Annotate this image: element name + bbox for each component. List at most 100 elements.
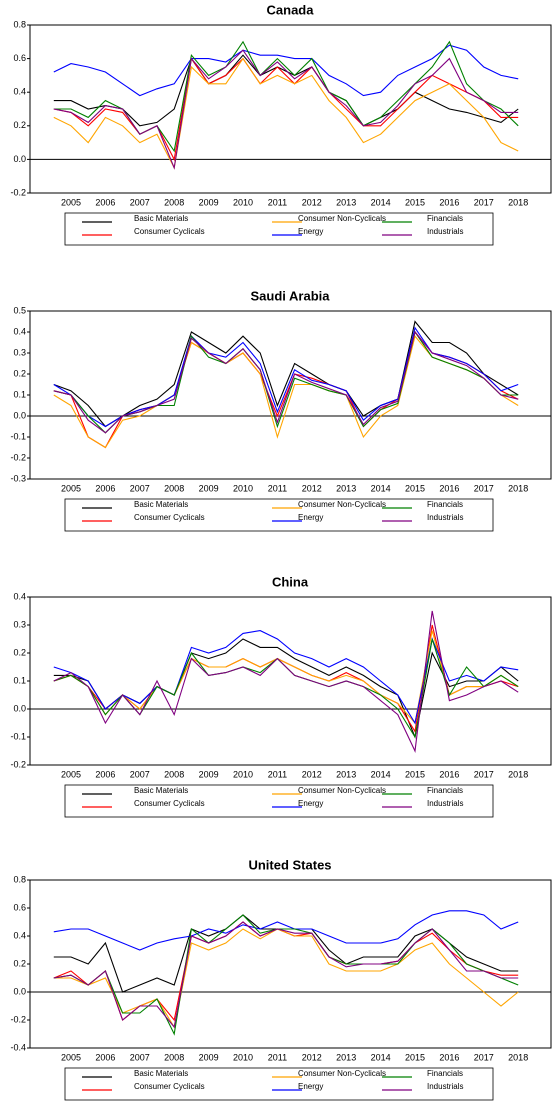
y-tick-label: 0.4: [13, 930, 26, 940]
x-tick-label: 2012: [302, 483, 322, 493]
legend-label: Consumer Non-Cyclicals: [298, 500, 386, 509]
legend-label: Consumer Cyclicals: [134, 1082, 205, 1091]
plot-frame: [29, 879, 552, 1049]
y-tick-label: 0.1: [13, 389, 26, 399]
legend-label: Financials: [427, 214, 463, 223]
x-tick-label: 2010: [233, 197, 253, 207]
series-line: [53, 49, 519, 170]
series-line: [53, 320, 519, 428]
legend-label: Energy: [298, 227, 323, 236]
y-tick-label: 0.0: [13, 703, 26, 713]
x-tick-label: 2005: [61, 769, 81, 779]
x-tick-label: 2011: [268, 197, 287, 207]
y-tick-label: 0.1: [13, 675, 26, 685]
x-tick-label: 2006: [95, 483, 115, 493]
series-line: [53, 630, 519, 725]
x-tick-label: 2006: [95, 197, 115, 207]
legend-label: Basic Materials: [134, 500, 188, 509]
y-tick-label: 0.8: [13, 874, 26, 884]
legend-box: [64, 784, 494, 818]
x-tick-label: 2006: [95, 1052, 115, 1062]
x-tick-label: 2009: [199, 197, 219, 207]
legend-box: [64, 498, 494, 532]
legend-label: Energy: [298, 799, 323, 808]
y-tick-label: 0.6: [13, 53, 26, 63]
series-line: [53, 921, 519, 1022]
x-tick-label: 2018: [508, 1052, 528, 1062]
x-tick-label: 2011: [268, 1052, 287, 1062]
legend-label: Consumer Non-Cyclicals: [298, 1069, 386, 1078]
chart-title: China: [272, 574, 309, 589]
series-line: [53, 638, 519, 739]
legend-box: [64, 1067, 494, 1101]
series-line: [53, 914, 519, 993]
y-tick-label: -0.3: [10, 473, 26, 483]
x-tick-label: 2009: [199, 1052, 219, 1062]
legend-label: Energy: [298, 1082, 323, 1091]
x-tick-label: 2007: [130, 483, 150, 493]
legend-label: Basic Materials: [134, 214, 188, 223]
x-tick-label: 2011: [268, 769, 287, 779]
y-tick-label: -0.4: [10, 1042, 26, 1052]
y-tick-label: -0.2: [10, 759, 26, 769]
legend-label: Consumer Non-Cyclicals: [298, 214, 386, 223]
y-tick-label: 0.4: [13, 87, 26, 97]
chart-title: United States: [248, 857, 331, 872]
series-line: [53, 921, 519, 1029]
x-tick-label: 2013: [336, 483, 356, 493]
x-tick-label: 2005: [61, 1052, 81, 1062]
x-tick-label: 2014: [371, 1052, 391, 1062]
legend-label: Industrials: [427, 227, 463, 236]
x-tick-label: 2005: [61, 197, 81, 207]
x-tick-label: 2018: [508, 769, 528, 779]
x-tick-label: 2009: [199, 769, 219, 779]
x-tick-label: 2015: [405, 197, 425, 207]
x-tick-label: 2016: [439, 1052, 459, 1062]
y-tick-label: 0.2: [13, 120, 26, 130]
x-tick-label: 2018: [508, 197, 528, 207]
x-tick-label: 2013: [336, 769, 356, 779]
series-line: [53, 910, 519, 951]
x-tick-label: 2013: [336, 197, 356, 207]
y-tick-label: 0.6: [13, 902, 26, 912]
y-tick-label: 0.0: [13, 986, 26, 996]
x-tick-label: 2013: [336, 1052, 356, 1062]
x-tick-label: 2014: [371, 769, 391, 779]
x-tick-label: 2018: [508, 483, 528, 493]
x-tick-label: 2010: [233, 769, 253, 779]
series-line: [53, 630, 519, 725]
y-tick-label: 0.3: [13, 347, 26, 357]
x-tick-label: 2016: [439, 483, 459, 493]
y-tick-label: -0.2: [10, 452, 26, 462]
x-tick-label: 2015: [405, 483, 425, 493]
series-line: [53, 326, 519, 428]
x-tick-label: 2008: [164, 197, 184, 207]
y-tick-label: -0.1: [10, 431, 26, 441]
legend-label: Basic Materials: [134, 786, 188, 795]
x-tick-label: 2007: [130, 769, 150, 779]
x-tick-label: 2011: [268, 483, 287, 493]
plot-frame: [29, 310, 552, 480]
x-tick-label: 2008: [164, 1052, 184, 1062]
legend-label: Consumer Cyclicals: [134, 799, 205, 808]
legend-box: [64, 212, 494, 246]
x-tick-label: 2007: [130, 1052, 150, 1062]
y-tick-label: 0.4: [13, 326, 26, 336]
x-tick-label: 2016: [439, 197, 459, 207]
x-tick-label: 2009: [199, 483, 219, 493]
x-tick-label: 2016: [439, 769, 459, 779]
y-tick-label: -0.2: [10, 187, 26, 197]
y-tick-label: 0.2: [13, 368, 26, 378]
y-tick-label: -0.2: [10, 1014, 26, 1024]
legend-label: Consumer Cyclicals: [134, 227, 205, 236]
x-tick-label: 2010: [233, 483, 253, 493]
series-line: [53, 54, 519, 127]
x-tick-label: 2006: [95, 769, 115, 779]
legend-label: Energy: [298, 513, 323, 522]
legend-label: Industrials: [427, 799, 463, 808]
y-tick-label: 0.5: [13, 305, 26, 315]
series-line: [53, 330, 519, 434]
x-tick-label: 2017: [474, 483, 494, 493]
x-tick-label: 2005: [61, 483, 81, 493]
